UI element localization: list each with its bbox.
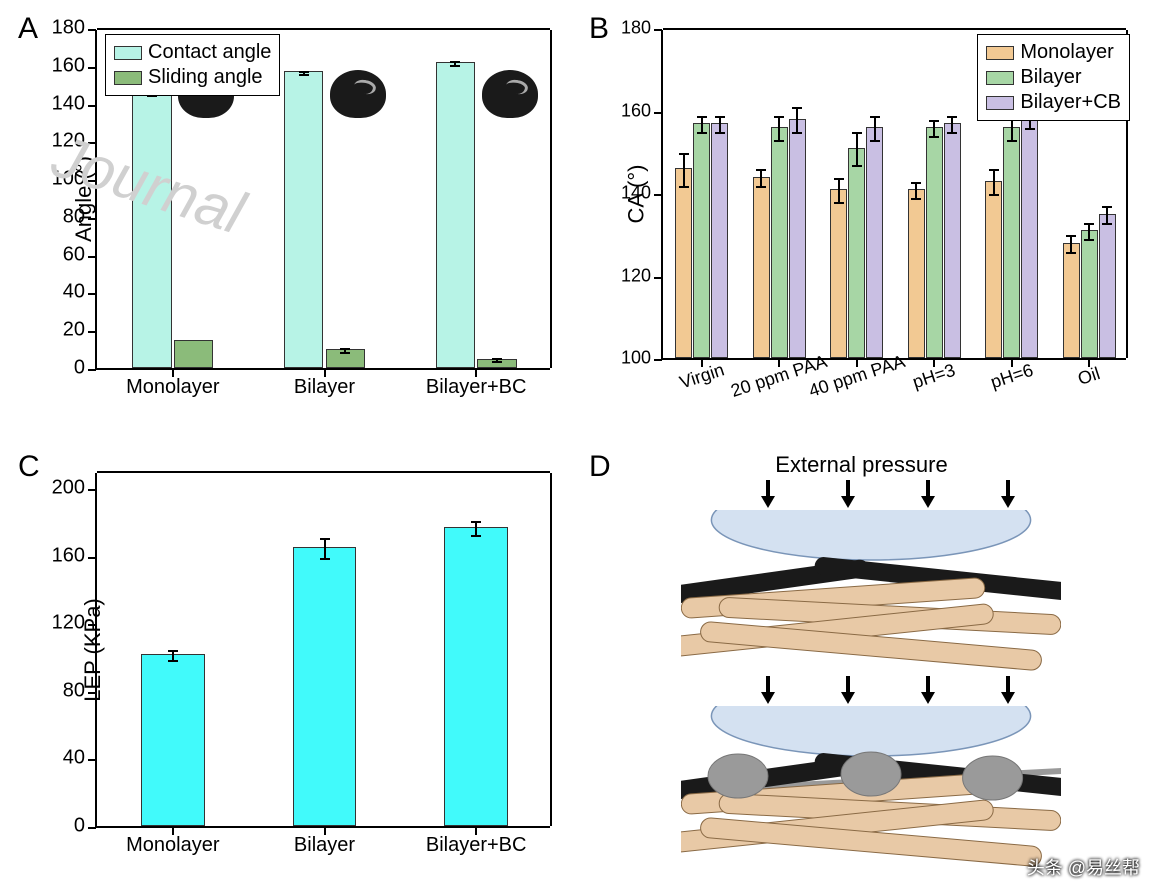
- ytick-label: 200: [52, 476, 85, 499]
- bar: [1081, 230, 1098, 358]
- xtick-label: Bilayer+BC: [426, 834, 527, 857]
- ytick-label: 0: [74, 815, 85, 838]
- xtick-label: pH=6: [988, 360, 1036, 393]
- bar: [789, 119, 806, 358]
- ytick-label: 140: [52, 92, 85, 115]
- bar: [830, 189, 847, 358]
- panel-a: A Journal 020406080100120140160180Angle …: [10, 10, 571, 438]
- bar: [293, 547, 357, 826]
- ytick-label: 160: [52, 544, 85, 567]
- xtick-label: Monolayer: [126, 834, 219, 857]
- bar: [444, 527, 508, 826]
- contact-angle-droplet-icon: [482, 70, 538, 118]
- contact-angle-droplet-icon: [330, 70, 386, 118]
- y-axis-label: CA (°): [623, 165, 649, 224]
- xtick-label: Bilayer+BC: [426, 376, 527, 399]
- bar: [753, 177, 770, 359]
- pressure-arrow-icon: [761, 676, 775, 704]
- ytick-label: 160: [621, 100, 651, 121]
- bar: [675, 168, 692, 358]
- bar: [436, 62, 475, 368]
- bar: [141, 654, 205, 826]
- xtick-label: Bilayer: [294, 834, 355, 857]
- panel-d: D External pressure: [581, 448, 1142, 876]
- bar: [926, 127, 943, 358]
- bar: [174, 340, 213, 368]
- panel-c-plot: 04080120160200LEP (KPa)MonolayerBilayerB…: [95, 473, 550, 828]
- bar: [1099, 214, 1116, 358]
- legend: MonolayerBilayerBilayer+CB: [977, 34, 1130, 121]
- ytick-label: 180: [621, 18, 651, 39]
- bar: [908, 189, 925, 358]
- ytick-label: 120: [621, 265, 651, 286]
- pressure-arrow-icon: [1001, 676, 1015, 704]
- xtick-label: Monolayer: [126, 376, 219, 399]
- legend: Contact angleSliding angle: [105, 34, 280, 96]
- bar: [711, 123, 728, 358]
- panel-d-title: External pressure: [775, 452, 947, 478]
- legend-label: Contact angle: [148, 41, 271, 64]
- xtick-label: Bilayer: [294, 376, 355, 399]
- pressure-arrow-icon: [921, 480, 935, 508]
- ytick-label: 60: [63, 243, 85, 266]
- bar: [771, 127, 788, 358]
- bar: [944, 123, 961, 358]
- panel-b: B 100120140160180CA (°)Virgin20 ppm PAA4…: [581, 10, 1142, 438]
- bar: [866, 127, 883, 358]
- pressure-arrow-icon: [841, 480, 855, 508]
- bar: [1063, 243, 1080, 359]
- pressure-arrow-icon: [1001, 480, 1015, 508]
- bar: [284, 71, 323, 368]
- legend-label: Monolayer: [1020, 41, 1113, 64]
- pressure-arrow-icon: [761, 480, 775, 508]
- bar: [132, 90, 171, 368]
- ytick-label: 40: [63, 281, 85, 304]
- xtick-label: pH=3: [910, 360, 958, 393]
- bar: [848, 148, 865, 358]
- pressure-arrow-icon: [841, 676, 855, 704]
- panel-c: C 04080120160200LEP (KPa)MonolayerBilaye…: [10, 448, 571, 876]
- bar: [1021, 119, 1038, 358]
- panel-c-label: C: [18, 450, 40, 484]
- ytick-label: 20: [63, 319, 85, 342]
- legend-label: Bilayer: [1020, 66, 1081, 89]
- panel-b-label: B: [589, 12, 609, 46]
- y-axis-label: Angle (°): [71, 156, 97, 242]
- pressure-arrow-icon: [921, 676, 935, 704]
- y-axis-label: LEP (KPa): [80, 598, 106, 702]
- ytick-label: 40: [63, 747, 85, 770]
- fiber-stack-icon: [681, 510, 1061, 690]
- panel-a-label: A: [18, 12, 38, 46]
- legend-label: Bilayer+CB: [1020, 91, 1121, 114]
- ytick-label: 160: [52, 54, 85, 77]
- ytick-label: 0: [74, 357, 85, 380]
- legend-label: Sliding angle: [148, 66, 263, 89]
- ytick-label: 100: [621, 348, 651, 369]
- fiber-stack-beaded-icon: [681, 706, 1061, 886]
- panel-d-label: D: [589, 450, 611, 484]
- xtick-label: Oil: [1076, 363, 1103, 390]
- ytick-label: 180: [52, 17, 85, 40]
- footer-watermark: 头条 @易丝帮: [1027, 854, 1140, 880]
- bar: [985, 181, 1002, 358]
- xtick-label: Virgin: [677, 359, 727, 393]
- bar: [693, 123, 710, 358]
- bar: [1003, 127, 1020, 358]
- ytick-label: 120: [52, 130, 85, 153]
